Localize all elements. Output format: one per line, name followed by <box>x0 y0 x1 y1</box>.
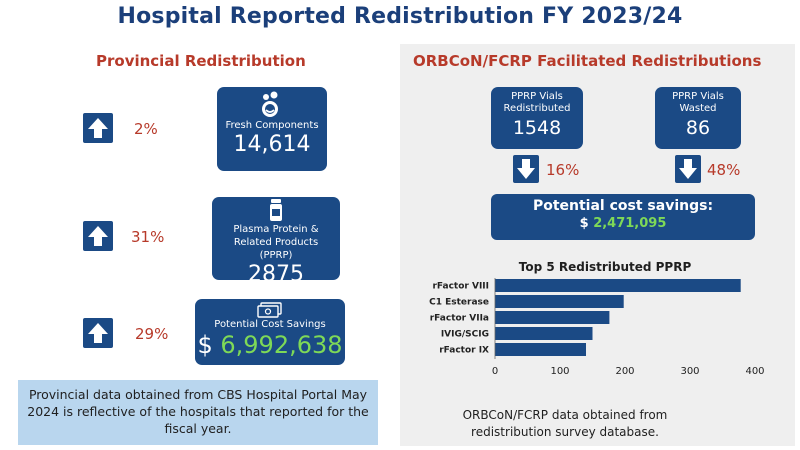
x-tick-label: 100 <box>550 366 569 377</box>
fresh-change: 2% <box>134 120 158 138</box>
provincial-heading: Provincial Redistribution <box>96 52 306 70</box>
pprp-card: Plasma Protein & Related Products (PPRP)… <box>212 197 340 287</box>
pprp-label: Plasma Protein & Related Products (PPRP) <box>233 224 319 261</box>
orbcon-savings-label: Potential cost savings: <box>532 198 714 214</box>
category-label: IVIG/SCIG <box>441 330 489 340</box>
bar <box>495 279 741 292</box>
bar <box>495 327 593 340</box>
arrow-down-icon <box>679 159 697 179</box>
pprp-change: 31% <box>131 228 165 246</box>
vials-redistributed-label: PPRP Vials Redistributed <box>503 91 571 114</box>
x-tick-label: 200 <box>615 366 634 377</box>
pprp-value: 2875 <box>248 262 304 287</box>
category-label: rFactor IX <box>439 346 489 356</box>
category-label: C1 Esterase <box>429 298 489 308</box>
category-label: rFactor VIII <box>432 282 489 292</box>
x-tick-label: 0 <box>492 366 498 377</box>
bar <box>495 295 624 308</box>
fresh-components-value: 14,614 <box>233 132 311 157</box>
increase-arrow-fresh <box>83 113 113 143</box>
category-label: rFactor VIIa <box>430 314 489 324</box>
arrow-up-icon <box>88 323 108 343</box>
arrow-down-icon <box>517 159 535 179</box>
savings-change: 29% <box>135 325 169 343</box>
vials-redistributed-value: 1548 <box>512 117 562 139</box>
vials-wasted-card: PPRP Vials Wasted 86 <box>655 87 741 149</box>
provincial-data-note: Provincial data obtained from CBS Hospit… <box>18 380 378 445</box>
fresh-components-card: Fresh Components 14,614 <box>217 87 327 171</box>
bar <box>495 311 610 324</box>
decrease-arrow-wasted <box>675 155 701 183</box>
top5-pprp-bar-chart: rFactor VIII C1 Esterase rFactor VIIa IVIG/… <box>429 278 765 377</box>
vials-wasted-label: PPRP Vials Wasted <box>672 91 724 114</box>
bar <box>495 343 586 356</box>
arrow-up-icon <box>88 118 108 138</box>
decrease-arrow-redistributed <box>513 155 539 183</box>
wasted-change: 48% <box>707 161 741 179</box>
x-tick-label: 300 <box>680 366 699 377</box>
provincial-savings-value: 6,992,638 <box>220 331 343 359</box>
cash-icon <box>257 302 282 318</box>
vials-wasted-value: 86 <box>685 117 711 139</box>
orbcon-heading: ORBCoN/FCRP Facilitated Redistributions <box>413 52 762 70</box>
chart-title: Top 5 Redistributed PPRP <box>518 260 692 274</box>
redistributed-change: 16% <box>546 161 580 179</box>
vials-redistributed-card: PPRP Vials Redistributed 1548 <box>491 87 583 149</box>
orbcon-data-note: ORBCoN/FCRP data obtained from redistrib… <box>462 408 668 439</box>
orbcon-savings-value: 2,471,095 <box>593 216 667 231</box>
currency-symbol: $ <box>197 331 213 359</box>
page-title: Hospital Reported Redistribution FY 2023… <box>117 4 683 29</box>
provincial-savings-label: Potential Cost Savings <box>214 319 326 330</box>
provincial-savings-card: Potential Cost Savings $ 6,992,638 <box>195 299 345 365</box>
currency-symbol: $ <box>579 216 589 231</box>
increase-arrow-savings <box>83 318 113 348</box>
x-tick-label: 400 <box>745 366 764 377</box>
arrow-up-icon <box>88 226 108 246</box>
vial-icon <box>270 199 282 221</box>
orbcon-savings-card: Potential cost savings: $ 2,471,095 <box>491 194 755 240</box>
blood-drops-icon <box>262 91 278 117</box>
fresh-components-label: Fresh Components <box>225 120 319 131</box>
increase-arrow-pprp <box>83 221 113 251</box>
